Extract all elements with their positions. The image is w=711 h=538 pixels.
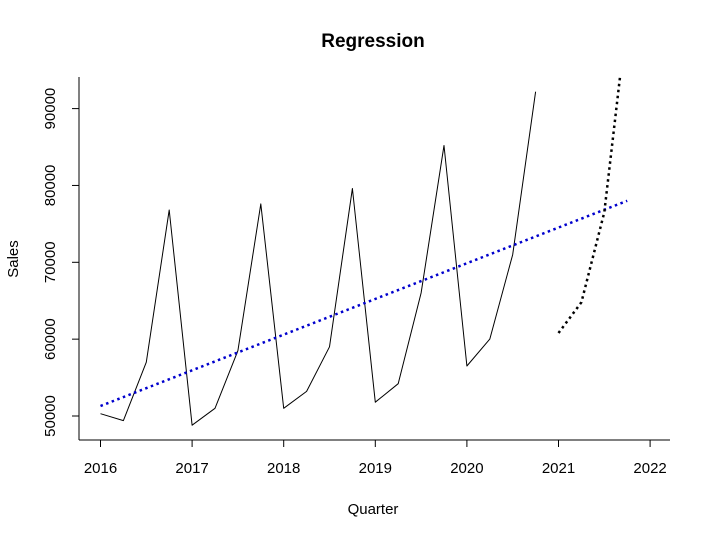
- y-tick-label: 70000: [42, 241, 59, 283]
- x-tick-label: 2016: [84, 460, 117, 477]
- x-tick-label: 2017: [175, 460, 208, 477]
- sales-series-line: [100, 91, 537, 426]
- x-tick-label: 2022: [633, 460, 666, 477]
- x-tick-label: 2021: [542, 460, 575, 477]
- forecast-line: [557, 77, 622, 334]
- chart-title: Regression: [321, 31, 424, 52]
- y-tick-label: 80000: [42, 165, 59, 207]
- axes: 2016 2017 2018 2019 2020 2021 2022 50000 60000 70…: [42, 77, 670, 477]
- series-layer: [100, 77, 628, 426]
- y-tick-label: 50000: [42, 395, 59, 437]
- x-axis-label: Quarter: [348, 501, 399, 518]
- y-tick-label: 90000: [42, 88, 59, 130]
- y-axis-label: Sales: [5, 240, 22, 278]
- x-tick-label: 2019: [359, 460, 392, 477]
- y-tick-label: 60000: [42, 318, 59, 360]
- regression-trend-line: [100, 199, 628, 408]
- x-tick-label: 2018: [267, 460, 300, 477]
- x-tick-label: 2020: [450, 460, 483, 477]
